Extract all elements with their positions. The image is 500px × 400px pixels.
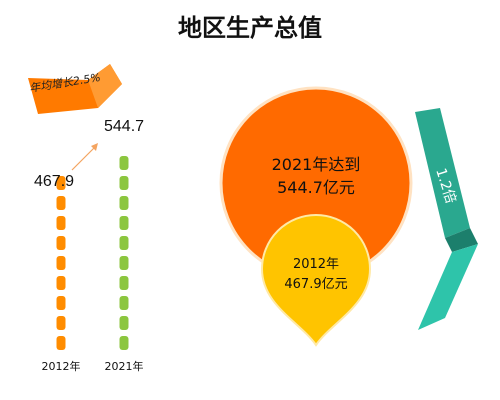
bar-segment [119, 276, 129, 290]
bar-2012 [56, 176, 66, 350]
ribbon-fold [88, 64, 122, 108]
bar-segment [119, 236, 129, 250]
bar-segment [56, 216, 66, 230]
bar-segment [56, 316, 66, 330]
bar-segment [119, 156, 129, 170]
bar-segment [56, 296, 66, 310]
bar-segment [119, 316, 129, 330]
bar-segment [56, 276, 66, 290]
bar-segment [56, 236, 66, 250]
bar-segment [56, 336, 66, 350]
growth-arrow-line [71, 145, 97, 171]
growth-arrow-head [91, 143, 98, 151]
ratio-ribbon: 1.2倍 [415, 108, 478, 330]
bar-2021 [119, 156, 129, 350]
bar-value-label-2012: 467.9 [34, 173, 74, 190]
growth-ribbon: 年均增长2.5% [28, 64, 122, 114]
bar-segment [56, 256, 66, 270]
bubble-2021-label-line2: 544.7亿元 [277, 178, 355, 197]
bar-segment [119, 216, 129, 230]
bar-segment [119, 256, 129, 270]
bubble-2012-teardrop [260, 214, 372, 347]
bubble-2012-label-line1: 2012年 [293, 257, 339, 272]
bar-segment [56, 196, 66, 210]
page-title: 地区生产总值 [178, 13, 322, 42]
bar-category-label-2021: 2021年 [105, 359, 144, 373]
bubble-2012-label-line2: 467.9亿元 [284, 277, 347, 292]
bubble-2021: 2021年达到 544.7亿元 [219, 86, 413, 280]
bar-segment [119, 336, 129, 350]
bar-segment [119, 296, 129, 310]
bar-value-label-2021: 544.7 [104, 118, 144, 135]
bar-segment [56, 176, 66, 190]
ratio-ribbon-fold [445, 228, 478, 252]
bar-segment [119, 196, 129, 210]
bubble-2021-label-line1: 2021年达到 [272, 155, 361, 174]
ratio-ribbon-bottom [418, 244, 478, 330]
ratio-ribbon-top [415, 108, 470, 238]
bar-category-label-2012: 2012年 [42, 359, 81, 373]
bubble-2012: 2012年 467.9亿元 [260, 214, 372, 347]
bar-segment [119, 176, 129, 190]
